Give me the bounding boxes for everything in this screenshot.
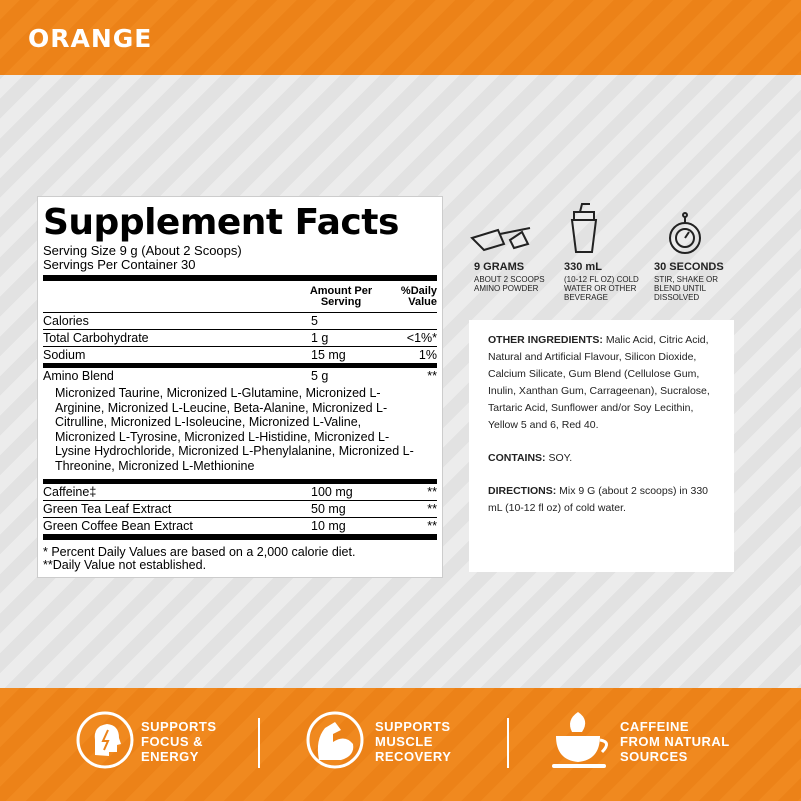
- info-paragraph: DIRECTIONS: Mix 9 G (about 2 scoops) in …: [488, 483, 718, 517]
- muscle-icon: [306, 711, 364, 769]
- info-paragraph: CONTAINS: SOY.: [488, 450, 718, 467]
- rule: [43, 534, 437, 540]
- daily-value: **: [427, 519, 437, 533]
- benefit: SUPPORTS MUSCLE RECOVERY: [375, 719, 451, 764]
- nutrient-name: Caffeine‡: [43, 485, 97, 499]
- rows: Calories 5 Total Carbohydrate 1 g <1%* Sodium…: [43, 312, 437, 534]
- info-label: OTHER INGREDIENTS:: [488, 334, 603, 346]
- serving-size: Serving Size 9 g (About 2 Scoops): [43, 243, 242, 258]
- info-box: OTHER INGREDIENTS: Malic Acid, Citric Ac…: [469, 320, 734, 572]
- benefit-line: FROM NATURAL: [620, 734, 730, 749]
- benefit: CAFFEINE FROM NATURAL SOURCES: [620, 719, 730, 764]
- dv-header: %Daily Value: [400, 285, 437, 308]
- separator: [507, 718, 509, 768]
- amount: 1 g: [311, 331, 329, 345]
- info-text: SOY.: [548, 452, 573, 464]
- step-title: 30 SECONDS: [654, 261, 724, 273]
- amount: 5: [311, 314, 318, 328]
- nutrient-name: Calories: [43, 314, 89, 328]
- step-icons: [470, 203, 701, 254]
- nutrient-name: Green Coffee Bean Extract: [43, 519, 193, 533]
- facts-row: Caffeine‡ 100 mg **: [43, 479, 437, 500]
- facts-row: Sodium 15 mg 1%: [43, 346, 437, 363]
- step-title: 9 GRAMS: [474, 261, 525, 273]
- benefit-line: SUPPORTS: [141, 719, 217, 734]
- amount: 5 g: [311, 369, 329, 383]
- shaker-icon: [570, 203, 598, 253]
- daily-value: **: [427, 369, 437, 383]
- benefit-line: RECOVERY: [375, 749, 452, 764]
- footnote: **Daily Value not established.: [43, 558, 207, 572]
- facts-row: Green Coffee Bean Extract 10 mg **: [43, 517, 437, 534]
- facts-row: Calories 5: [43, 312, 437, 329]
- rule: [43, 275, 437, 281]
- facts-row: Amino Blend 5 g **: [43, 363, 437, 384]
- title: ORANGE: [28, 24, 153, 53]
- separator: [258, 718, 260, 768]
- benefit: SUPPORTS FOCUS & ENERGY: [141, 719, 217, 764]
- amount-header: Amount Per Serving: [309, 285, 373, 308]
- servings: Servings Per Container 30: [43, 257, 196, 272]
- column-header: Amount Per Serving %Daily Value: [43, 283, 437, 312]
- coffee-icon: [552, 712, 608, 768]
- timer-icon: [669, 212, 701, 254]
- daily-value: **: [427, 502, 437, 516]
- step-text: ABOUT 2 SCOOPS AMINO POWDER: [474, 275, 545, 293]
- step-text: STIR, SHAKE OR BLEND UNTIL DISSOLVED: [654, 275, 719, 302]
- step: 330 mL (10-12 FL OZ) COLD WATER OR OTHER …: [564, 260, 642, 302]
- benefit-line: FOCUS &: [141, 734, 203, 749]
- benefit-line: MUSCLE: [375, 734, 433, 749]
- facts-row: Green Tea Leaf Extract 50 mg **: [43, 500, 437, 517]
- benefit-line: SOURCES: [620, 749, 688, 764]
- info-label: DIRECTIONS:: [488, 485, 557, 497]
- blend-ingredients: Micronized Taurine, Micronized L-Glutami…: [55, 386, 414, 473]
- supplement-facts: Supplement Facts Serving Size 9 g (About…: [37, 196, 443, 578]
- focus-icon: [76, 711, 134, 769]
- footer: SUPPORTS FOCUS & ENERGY SUPPORTS MUSCLE RECO…: [0, 688, 801, 801]
- daily-value: [391, 313, 437, 329]
- nutrient-name: Total Carbohydrate: [43, 331, 149, 345]
- facts-title: Supplement Facts: [43, 202, 399, 243]
- step-title: 330 mL: [564, 261, 602, 273]
- nutrient-name: Amino Blend: [43, 369, 114, 383]
- info-text: Mix 9 G (about 2 scoops) in 330 mL (10-1…: [488, 485, 708, 514]
- info-paragraph: OTHER INGREDIENTS: Malic Acid, Citric Ac…: [488, 332, 718, 434]
- facts-row: Total Carbohydrate 1 g <1%*: [43, 329, 437, 346]
- nutrient-name: Sodium: [43, 348, 86, 362]
- info-label: CONTAINS:: [488, 452, 546, 464]
- step: 30 SECONDS STIR, SHAKE OR BLEND UNTIL DIS…: [654, 260, 726, 302]
- amount: 50 mg: [311, 502, 346, 516]
- step: 9 GRAMS ABOUT 2 SCOOPS AMINO POWDER: [474, 260, 546, 293]
- benefit-line: SUPPORTS: [375, 719, 451, 734]
- amount: 100 mg: [311, 485, 353, 499]
- daily-value: 1%: [418, 348, 437, 362]
- amount: 15 mg: [311, 348, 346, 362]
- daily-value: <1%*: [406, 331, 437, 345]
- scoop-icon: [470, 227, 531, 252]
- info-text: Malic Acid, Citric Acid, Natural and Art…: [488, 334, 710, 431]
- nutrient-name: Green Tea Leaf Extract: [43, 502, 172, 516]
- step-text: (10-12 FL OZ) COLD WATER OR OTHER BEVERA…: [564, 275, 639, 302]
- benefit-line: CAFFEINE: [620, 719, 689, 734]
- header: ORANGE: [0, 0, 801, 75]
- footnote: * Percent Daily Values are based on a 2,…: [43, 545, 356, 559]
- amount: 10 mg: [311, 519, 346, 533]
- daily-value: **: [427, 485, 437, 499]
- benefit-line: ENERGY: [141, 749, 199, 764]
